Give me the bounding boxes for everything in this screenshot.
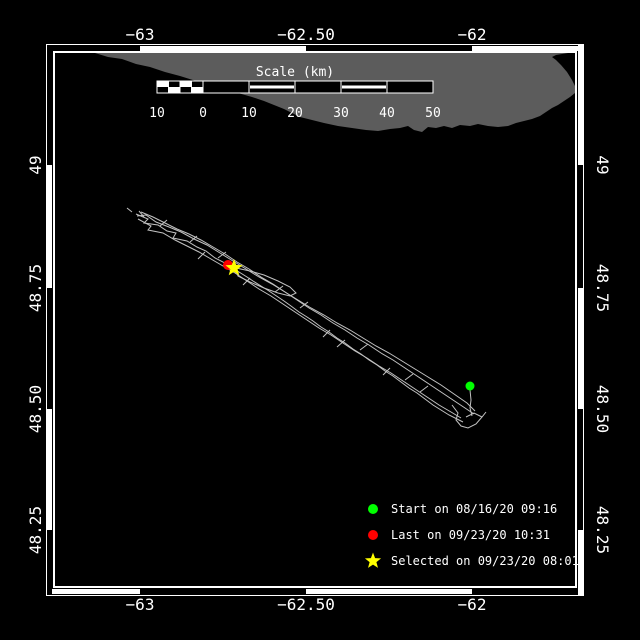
- frame-bar-left: [47, 45, 52, 595]
- scale-bar-tick-label: 30: [333, 106, 349, 121]
- legend-last-label: Last on 09/23/20 10:31: [391, 528, 550, 542]
- track-spur: [159, 219, 168, 227]
- map-frame-outer: [46, 44, 584, 596]
- y-axis-tick-label-right: 48.75: [593, 263, 612, 313]
- track-line: [137, 218, 462, 419]
- track-line: [136, 214, 476, 412]
- track-line: [451, 404, 487, 429]
- frame-bar-section: [578, 409, 583, 530]
- frame-bar-section: [47, 589, 140, 594]
- track-spur: [404, 373, 414, 381]
- frame-bar-section: [472, 589, 583, 594]
- y-axis-tick-label-right: 49: [593, 155, 612, 175]
- y-axis-tick-label-right: 48.50: [593, 384, 612, 434]
- frame-bar-section: [47, 46, 140, 51]
- track-line: [235, 267, 297, 297]
- start-marker[interactable]: [465, 381, 475, 391]
- frame-bar-section: [47, 530, 52, 595]
- track-spur: [359, 343, 369, 351]
- track-spur: [189, 235, 198, 243]
- x-axis-tick-label-bottom: −63: [125, 595, 155, 614]
- legend-marker-2: [364, 552, 382, 568]
- selected-marker[interactable]: [225, 259, 243, 276]
- legend-marker-0: [368, 504, 378, 514]
- map-frame-inner: [53, 51, 577, 588]
- track-line: [465, 412, 483, 418]
- frame-bar-right: [578, 45, 583, 595]
- track-spur: [382, 367, 391, 376]
- frame-bar-section: [140, 46, 306, 51]
- x-axis-tick-label-top: −63: [125, 25, 155, 44]
- track-line: [135, 213, 464, 423]
- frame-bar-section: [306, 589, 472, 594]
- track-spur: [419, 385, 429, 393]
- y-axis-tick-label-left: 48.25: [26, 505, 45, 555]
- y-axis-tick-label-right: 48.25: [593, 505, 612, 555]
- x-axis-tick-label-bottom: −62: [457, 595, 487, 614]
- track-spur: [138, 210, 145, 218]
- track-line: [469, 389, 473, 417]
- scale-bar-tick-label: 20: [287, 106, 303, 121]
- track-spur: [299, 301, 309, 309]
- frame-bar-section: [578, 45, 583, 165]
- x-axis-tick-label-top: −62: [457, 25, 487, 44]
- x-axis-tick-label-bottom: −62.50: [277, 595, 335, 614]
- frame-bar-section: [306, 46, 472, 51]
- y-axis-tick-label-left: 49: [26, 155, 45, 175]
- track-spur: [336, 339, 346, 348]
- x-axis-tick-label-top: −62.50: [277, 25, 335, 44]
- y-axis-tick-label-left: 48.75: [26, 263, 45, 313]
- frame-bar-section: [472, 46, 583, 51]
- track-spur: [242, 277, 251, 286]
- frame-bar-section: [47, 288, 52, 409]
- frame-bar-section: [578, 530, 583, 595]
- scale-bar-tick-label: 50: [425, 106, 441, 121]
- frame-bar-section: [47, 45, 52, 165]
- track-line: [140, 211, 475, 415]
- scale-bar: Scale (km) 10 0 10 20 30 40 50: [149, 65, 441, 121]
- scale-bar-tick-label: 0: [199, 106, 207, 121]
- y-axis-tick-label-left: 48.50: [26, 384, 45, 434]
- track-spur: [274, 285, 284, 293]
- track-spur: [197, 251, 206, 260]
- scale-bar-title: Scale (km): [256, 65, 334, 80]
- track-spur: [217, 251, 227, 259]
- legend-start-label: Start on 08/16/20 09:16: [391, 502, 558, 516]
- scale-bar-tick-label: 10: [241, 106, 257, 121]
- track-spur: [126, 207, 133, 213]
- frame-bar-section: [140, 589, 306, 594]
- track-spur: [322, 329, 331, 338]
- frame-bar-section: [578, 288, 583, 409]
- legend-selected-label: Selected on 09/23/20 08:01: [391, 554, 579, 568]
- frame-bar-section: [47, 409, 52, 530]
- legend-marker-1: [368, 530, 378, 540]
- scale-bar-tick-label: 40: [379, 106, 395, 121]
- frame-bar-top: [47, 46, 583, 51]
- map-plot-area[interactable]: Scale (km) 10 0 10 20 30 40 50: [55, 53, 575, 586]
- frame-bar-section: [47, 165, 52, 288]
- scale-bar-tick-label: 10: [149, 106, 165, 121]
- frame-bar-bottom: [47, 589, 583, 594]
- frame-bar-section: [578, 165, 583, 288]
